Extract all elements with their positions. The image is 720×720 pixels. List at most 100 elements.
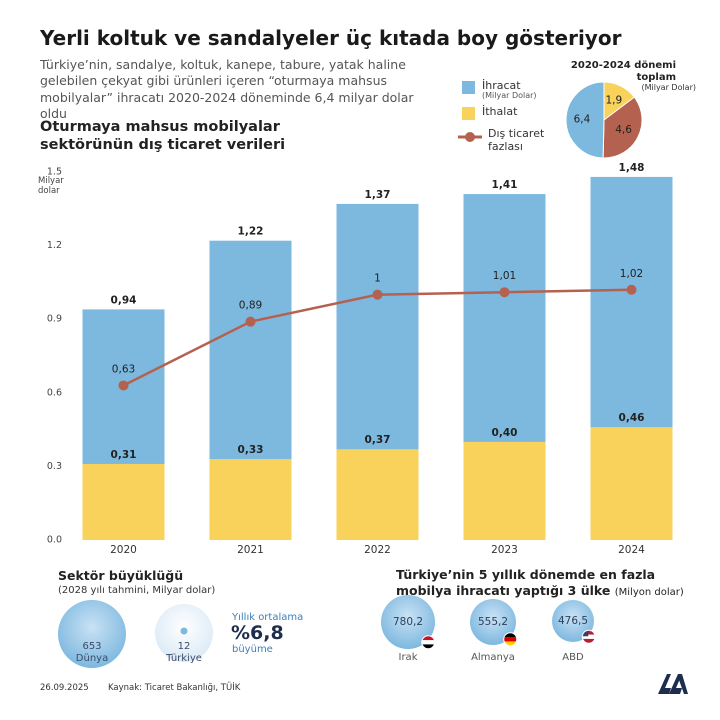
flag-band bbox=[582, 630, 596, 635]
y-tick-label: 0.0 bbox=[47, 535, 62, 546]
pie-subtitle: (Milyar Dolar) bbox=[641, 83, 696, 92]
legend-label: İthalat bbox=[482, 105, 518, 118]
subtitle: Türkiye’nin, sandalye, koltuk, kanepe, t… bbox=[40, 57, 414, 121]
bar bbox=[336, 449, 419, 540]
pie-value-label: 6,4 bbox=[574, 114, 591, 126]
line-value-label: 0,63 bbox=[112, 363, 135, 375]
y-axis-label: Milyar dolar bbox=[38, 176, 64, 197]
bar-value-label: 1,48 bbox=[619, 162, 645, 174]
flag-band bbox=[582, 638, 596, 644]
growth-top: Yıllık ortalama bbox=[232, 612, 304, 623]
country-value: 555,2 bbox=[478, 616, 508, 628]
flag-band bbox=[503, 632, 517, 638]
pie-value-label: 1,9 bbox=[605, 94, 622, 106]
line-value-label: 1 bbox=[374, 273, 381, 285]
flag-ring bbox=[421, 635, 436, 650]
section-title: Sektör büyüklüğü bbox=[58, 568, 184, 583]
flag-ring bbox=[581, 629, 596, 644]
logo bbox=[658, 674, 688, 694]
flag-band bbox=[421, 635, 435, 641]
logo-shape bbox=[679, 674, 688, 694]
x-tick-label: 2024 bbox=[618, 544, 645, 556]
country-circle bbox=[552, 600, 594, 642]
country-circle bbox=[470, 599, 516, 645]
flag-band bbox=[582, 634, 596, 640]
line-point bbox=[626, 284, 637, 295]
title: Yerli koltuk ve sandalyeler üç kıtada bo… bbox=[40, 26, 622, 50]
chart-title: Oturmaya mahsus mobilyalar sektörünün dı… bbox=[40, 119, 286, 154]
legend-point bbox=[465, 132, 475, 142]
flag bbox=[503, 632, 518, 647]
legend-note: (Milyar Dolar) bbox=[482, 91, 537, 100]
flag-band bbox=[503, 637, 517, 642]
bar bbox=[209, 459, 292, 540]
x-tick-label: 2021 bbox=[237, 544, 264, 556]
pie-value-label: 4,6 bbox=[615, 124, 632, 136]
legend-swatch bbox=[462, 81, 475, 94]
bar bbox=[463, 441, 546, 540]
line-point bbox=[499, 287, 510, 298]
x-tick-label: 2020 bbox=[110, 544, 137, 556]
flag-band bbox=[421, 640, 435, 645]
footer-source: Kaynak: Ticaret Bakanlığı, TÜİK bbox=[108, 683, 241, 693]
bar-value-label: 0,33 bbox=[238, 444, 264, 456]
footer-date: 26.09.2025 bbox=[40, 683, 89, 693]
flag-canton bbox=[582, 630, 589, 637]
y-tick-label: 0.6 bbox=[47, 387, 62, 398]
pie-title: 2020-2024 dönemi toplam bbox=[570, 60, 676, 83]
bar-value-label: 0,40 bbox=[492, 427, 518, 439]
section-subtitle: (2028 yılı tahmini, Milyar dolar) bbox=[58, 585, 216, 596]
y-tick-label: 1.2 bbox=[47, 240, 62, 251]
legend-swatch bbox=[462, 107, 475, 120]
country-value: 476,5 bbox=[558, 615, 588, 627]
line-value-label: 1,01 bbox=[493, 270, 516, 282]
bar-value-label: 0,37 bbox=[365, 434, 391, 446]
country-label: Irak bbox=[399, 652, 418, 663]
line-value-label: 0,89 bbox=[239, 300, 262, 312]
bar-value-label: 1,37 bbox=[365, 189, 391, 201]
y-tick-label: 0.9 bbox=[47, 314, 62, 325]
y-tick-label: 1.5 bbox=[47, 167, 62, 178]
flag-band bbox=[503, 641, 517, 646]
growth-bottom: büyüme bbox=[232, 644, 273, 655]
y-tick-label: 0.3 bbox=[47, 461, 62, 472]
line-point bbox=[245, 316, 256, 327]
bar-value-label: 1,41 bbox=[492, 179, 518, 191]
line-point bbox=[118, 380, 129, 391]
bar bbox=[82, 463, 165, 540]
bar-value-label: 0,94 bbox=[111, 294, 137, 306]
flag bbox=[581, 629, 596, 644]
x-tick-label: 2022 bbox=[364, 544, 391, 556]
line-point bbox=[372, 289, 383, 300]
sector-dot bbox=[180, 627, 188, 635]
sector-circle bbox=[58, 600, 126, 668]
country-label: ABD bbox=[562, 652, 584, 663]
logo-shape bbox=[658, 674, 671, 694]
section-unit: (Milyon dolar) bbox=[614, 587, 684, 599]
flag bbox=[421, 635, 436, 650]
bar-value-label: 0,31 bbox=[111, 449, 137, 461]
bar-value-label: 0,46 bbox=[619, 412, 645, 424]
legend-label: İhracat bbox=[482, 79, 521, 92]
bar bbox=[590, 427, 673, 540]
pie-slice bbox=[565, 81, 605, 159]
legend-label: Dış ticaret fazlası bbox=[488, 127, 545, 153]
country-value: 780,2 bbox=[393, 616, 423, 628]
bar-value-label: 1,22 bbox=[238, 226, 264, 238]
x-tick-label: 2023 bbox=[491, 544, 518, 556]
growth-value: %6,8 bbox=[231, 622, 284, 644]
sector-value: 12 bbox=[178, 641, 191, 652]
flag-ring bbox=[503, 632, 518, 647]
logo-shape bbox=[669, 674, 682, 694]
sector-value: 653 bbox=[82, 641, 101, 652]
sector-label: Dünya bbox=[76, 653, 108, 664]
sector-label: Türkiye bbox=[165, 653, 202, 664]
section-title: Türkiye’nin 5 yıllık dönemde en fazla mo… bbox=[396, 567, 684, 599]
country-label: Almanya bbox=[471, 652, 515, 663]
flag-band bbox=[421, 644, 435, 649]
pie-slice bbox=[602, 96, 643, 159]
line-value-label: 1,02 bbox=[620, 268, 643, 280]
country-circle bbox=[381, 595, 435, 649]
